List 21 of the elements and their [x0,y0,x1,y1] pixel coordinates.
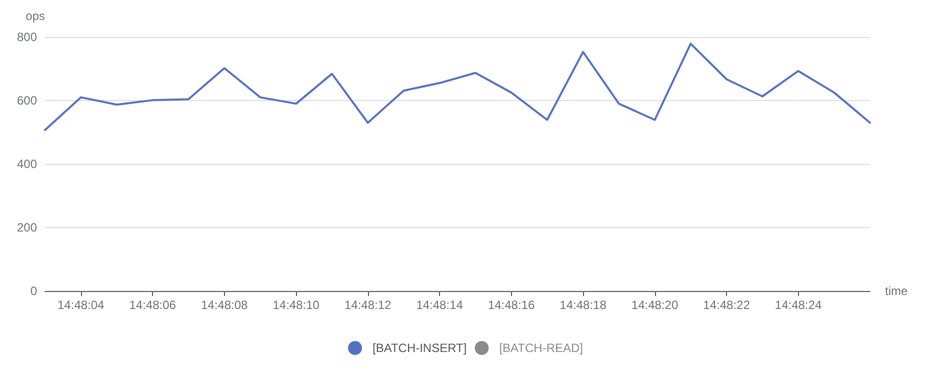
x-tick-label: 14:48:18 [560,298,607,312]
x-tick-label: 14:48:06 [129,298,176,312]
y-axis-title: ops [26,9,45,23]
y-tick-label: 400 [16,157,38,171]
x-tick-label: 14:48:14 [416,298,464,312]
y-tick-label: 0 [30,284,38,298]
y-tick-label: 200 [16,220,38,234]
x-tick-label: 14:48:16 [488,298,535,312]
line-series [44,42,871,132]
y-tick-label: 800 [16,30,38,44]
y-tick-label: 600 [16,94,38,108]
x-tick-label: 14:48:12 [344,298,392,312]
legend-label: [BATCH-INSERT] [372,341,467,355]
legend-label: [BATCH-READ] [499,341,584,355]
x-tick-label: 14:48:08 [200,298,248,312]
x-tick-label: 14:48:10 [272,298,320,312]
x-tick-label: 14:48:20 [631,298,678,312]
x-tick-label: 14:48:04 [58,298,105,312]
x-tick-label: 14:48:24 [774,298,822,312]
x-tick-label: 14:48:22 [703,298,750,312]
x-axis-title: time [885,284,908,298]
